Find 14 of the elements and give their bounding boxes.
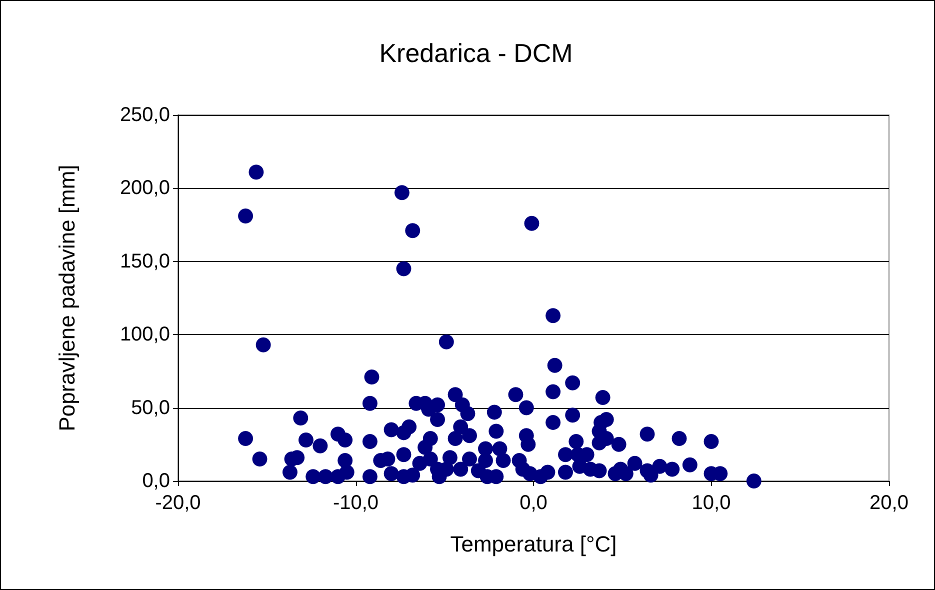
y-tick-label: 0,0 (142, 470, 170, 492)
chart-title: Kredarica - DCM (379, 38, 573, 68)
x-tick-label: -10,0 (332, 492, 379, 514)
x-axis-title: Temperatura [°C] (450, 532, 617, 556)
x-tick-label: 10,0 (692, 492, 731, 514)
y-tick-label: 250,0 (120, 104, 170, 126)
y-tick-label: 100,0 (120, 324, 170, 346)
x-tick-label: 20,0 (870, 492, 908, 514)
x-tick-label: -20,0 (155, 492, 201, 514)
x-tick-label: 0,0 (520, 492, 548, 514)
y-tick-label: 200,0 (120, 177, 170, 200)
y-tick-label: 50,0 (131, 396, 170, 419)
y-axis-title: Popravljene padavine [mm] (54, 164, 80, 432)
y-tick-label: 150,0 (120, 250, 170, 272)
